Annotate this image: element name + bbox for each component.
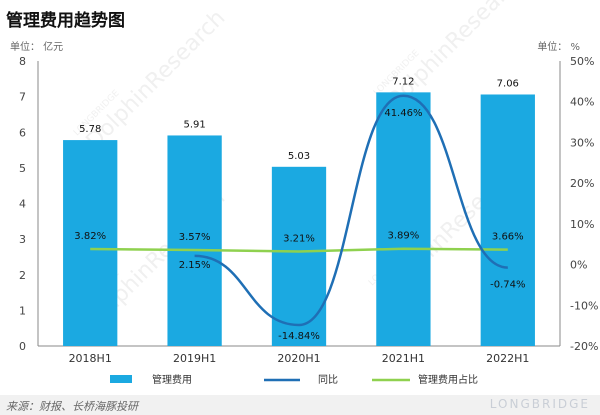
right-tick-label: 30% [570,136,594,149]
left-tick-label: 0 [19,340,26,353]
ratio-value-label: 3.66% [492,232,524,243]
ratio-value-label: 3.82% [74,231,106,242]
right-tick-label: 10% [570,218,594,231]
yoy-value-label: 2.15% [179,260,211,271]
yoy-line [194,94,508,327]
bar-value-label: 5.91 [183,119,205,130]
left-tick-label: 4 [19,198,26,211]
left-tick-label: 1 [19,304,26,317]
chart-title: 管理费用趋势图 [6,11,125,31]
legend-swatch-bar [110,375,132,383]
left-tick-label: 6 [19,126,26,139]
ratio-line [90,247,508,253]
ratio-value-label: 3.21% [283,234,315,245]
bar-2022H1 [480,94,535,346]
bar-value-label: 5.03 [288,151,310,162]
source-note: 来源：财报、长桥海豚投研 [6,400,138,413]
yoy-value-label: -14.84% [278,331,320,342]
footer-bar: 来源：财报、长桥海豚投研 LONGBRIDGE [0,395,600,415]
right-tick-label: -20% [570,340,598,353]
x-tick-label: 2020H1 [277,352,320,365]
bar-2020H1 [271,166,327,346]
left-axis-unit: 单位： 亿元 [10,42,64,53]
right-tick-label: 50% [570,55,594,68]
legend-label-yoy: 同比 [318,374,338,386]
right-tick-label: -10% [570,299,598,312]
bar-value-label: 5.78 [79,124,101,135]
bar-value-label: 7.06 [497,78,519,89]
left-tick-label: 5 [19,162,26,175]
right-axis-unit: 单位： % [537,42,580,53]
x-tick-label: 2019H1 [173,352,216,365]
x-tick-label: 2018H1 [69,352,112,365]
brand-logo-text: LONGBRIDGE [489,397,590,411]
ratio-value-label: 3.57% [179,232,211,243]
left-tick-label: 3 [19,233,26,246]
legend-label-ratio: 管理费用占比 [418,373,478,386]
ratio-value-label: 3.89% [388,231,420,242]
right-tick-label: 0% [570,259,587,272]
left-tick-label: 2 [19,269,26,282]
bar-2018H1 [63,140,118,346]
right-tick-label: 20% [570,177,594,190]
bar-2021H1 [376,92,431,346]
yoy-value-label: 41.46% [384,108,422,119]
bar-value-label: 7.12 [392,76,414,87]
chart-canvas: 0 1 2 3 4 5 6 7 8 -20% -10% 0% 10% 20% 30% 40% 50% 5.78 5.… [19,55,598,386]
x-tick-label: 2022H1 [486,352,529,365]
x-tick-label: 2021H1 [382,352,425,365]
legend-label-bar: 管理费用 [152,373,192,386]
left-tick-label: 8 [19,55,26,68]
right-tick-label: 40% [570,96,594,109]
left-tick-label: 7 [19,91,26,104]
yoy-value-label: -0.74% [490,280,525,291]
bar-2019H1 [167,135,222,346]
